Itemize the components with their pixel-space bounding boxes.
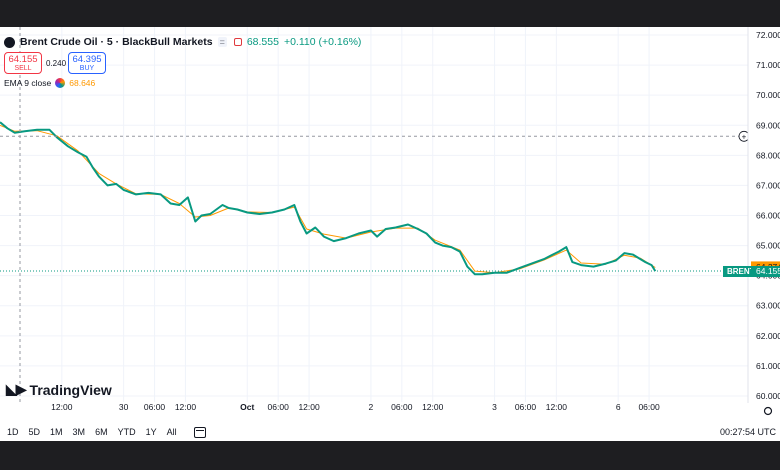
x-tick-label: 12:00 xyxy=(51,402,73,412)
range-button[interactable]: YTD xyxy=(117,427,136,437)
spread-value: 0.240 xyxy=(46,58,67,68)
buy-label: BUY xyxy=(79,65,95,72)
y-tick-label: 68.000 xyxy=(756,150,780,160)
range-button[interactable]: 6M xyxy=(95,427,108,437)
y-tick-label: 63.000 xyxy=(756,301,780,311)
x-tick-label: 06:00 xyxy=(638,402,660,412)
add-alert-icon-plus[interactable]: + xyxy=(742,132,747,141)
symbol-tag-label: BRENT xyxy=(727,267,755,276)
range-button[interactable]: 1D xyxy=(7,427,19,437)
x-tick-label: 30 xyxy=(119,402,129,412)
range-toolbar: 1D 5D 1M 3M 6M YTD 1Y All 00:27:54 UTC xyxy=(0,423,780,441)
range-button[interactable]: All xyxy=(166,427,177,437)
x-tick-label: 06:00 xyxy=(391,402,413,412)
x-tick-label: 12:00 xyxy=(546,402,568,412)
x-tick-label: 06:00 xyxy=(515,402,537,412)
sell-button[interactable]: 64.155 SELL xyxy=(4,52,42,74)
last-price-badge xyxy=(751,265,780,277)
last-price: 68.555 xyxy=(246,36,279,48)
symbol-title[interactable]: Brent Crude Oil · 5 · BlackBull Markets xyxy=(20,36,213,48)
buy-price: 64.395 xyxy=(72,54,102,65)
tradingview-name: TradingView xyxy=(29,381,112,398)
ema-series-line xyxy=(0,124,656,274)
range-button[interactable]: 1Y xyxy=(145,427,157,437)
indicator-color-icon[interactable] xyxy=(55,78,66,88)
y-tick-label: 67.000 xyxy=(756,180,780,190)
price-axis[interactable]: 72.000 71.000 70.000 69.000 68.000 67.000 66.0… xyxy=(723,27,780,407)
symbol-legend: Brent Crude Oil · 5 · BlackBull Markets … xyxy=(4,35,361,49)
collapse-icon[interactable]: = xyxy=(217,37,227,47)
x-tick-label: 06:00 xyxy=(144,402,166,412)
sell-label: SELL xyxy=(14,65,32,72)
range-buttons: 1D 5D 1M 3M 6M YTD 1Y All xyxy=(0,427,182,437)
grid xyxy=(0,27,748,402)
x-tick-label: Oct xyxy=(240,402,254,412)
y-tick-label: 72.000 xyxy=(756,30,780,40)
compare-icon[interactable] xyxy=(233,38,242,46)
symbol-price-tag xyxy=(723,265,751,277)
y-tick-label: 69.000 xyxy=(756,120,780,130)
x-tick-label: 3 xyxy=(492,402,497,412)
x-tick-label: 2 xyxy=(369,402,374,412)
y-tick-label: 62.000 xyxy=(756,331,780,341)
tradingview-logo[interactable]: ◣▶ TradingView xyxy=(6,381,112,398)
last-price-label: 64.155 xyxy=(756,266,780,276)
range-button[interactable]: 3M xyxy=(72,427,86,437)
x-tick-label: 6 xyxy=(616,402,621,412)
y-tick-label: 60.000 xyxy=(756,391,780,401)
y-tick-label: 71.000 xyxy=(756,60,780,70)
indicator-legend[interactable]: EMA 9 close 68.646 xyxy=(4,78,95,88)
price-axis-bg xyxy=(748,27,780,407)
price-chart[interactable]: Mon 29 Sep '25 00:00+68.633 72.00071.000… xyxy=(0,27,780,441)
symbol-logo-icon xyxy=(4,36,15,48)
trade-panel: 64.155 SELL 0.240 64.395 BUY xyxy=(4,52,106,74)
sell-price: 64.155 xyxy=(8,54,38,65)
time-axis-bg xyxy=(0,403,780,421)
x-tick-label: 12:00 xyxy=(422,402,444,412)
axis-settings-icon[interactable] xyxy=(763,406,773,416)
y-tick-label: 65.000 xyxy=(756,241,780,251)
tradingview-mark-icon: ◣▶ xyxy=(6,381,27,397)
y-tick-label: 61.000 xyxy=(756,361,780,371)
y-tick-label: 70.000 xyxy=(756,90,780,100)
calendar-icon[interactable] xyxy=(193,426,206,438)
top-dark-band xyxy=(0,0,780,27)
buy-button[interactable]: 64.395 BUY xyxy=(68,52,106,74)
price-series-line xyxy=(0,121,657,276)
time-axis[interactable]: 12:00 30 06:00 12:00 Oct 06:00 12:00 2 06:00 12:0… xyxy=(0,402,780,421)
crosshair: Mon 29 Sep '25 00:00+68.633 xyxy=(0,27,780,416)
range-button[interactable]: 1M xyxy=(50,427,63,437)
y-tick-label: 66.000 xyxy=(756,210,780,220)
series-layer xyxy=(0,121,657,276)
indicator-value: 68.646 xyxy=(69,78,96,88)
bottom-dark-band xyxy=(0,441,780,470)
indicator-label[interactable]: EMA 9 close xyxy=(4,78,52,88)
x-tick-label: 12:00 xyxy=(298,402,320,412)
utc-clock[interactable]: 00:27:54 UTC xyxy=(719,427,776,437)
range-button[interactable]: 5D xyxy=(28,427,41,437)
x-tick-label: 12:00 xyxy=(175,402,197,412)
price-change: +0.110 (+0.16%) xyxy=(283,36,362,48)
x-tick-label: 06:00 xyxy=(268,402,290,412)
